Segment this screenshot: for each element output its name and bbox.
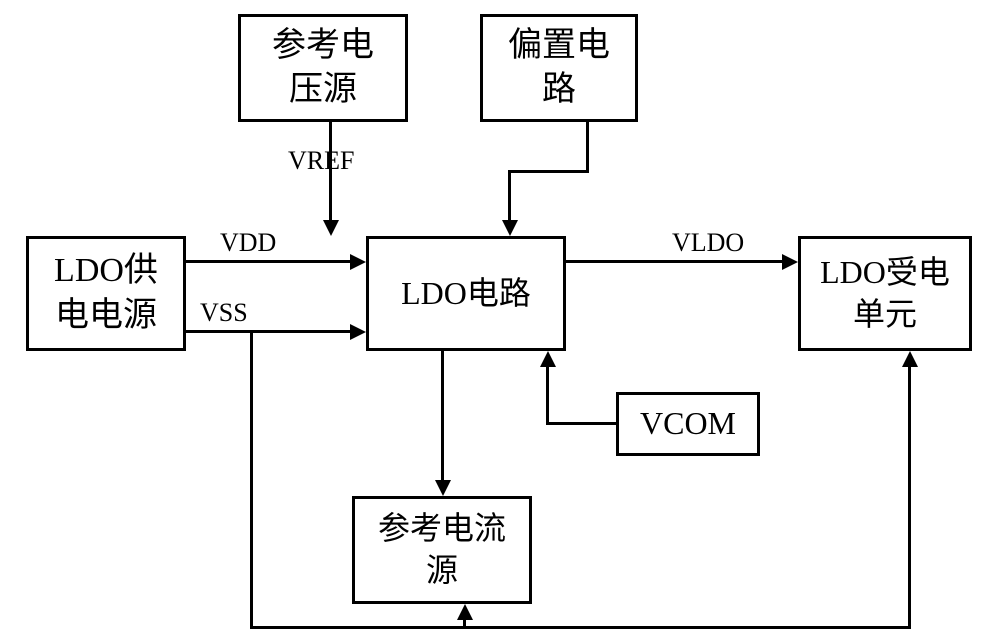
block-ref-current-label: 参考电流 源 xyxy=(378,508,506,591)
arrow-bias-h xyxy=(508,170,589,173)
arrow-bias-head xyxy=(502,220,518,236)
arrow-refcurrent-branch-head xyxy=(457,604,473,620)
label-vss: VSS xyxy=(200,298,248,328)
label-vdd: VDD xyxy=(220,228,276,258)
block-vcom: VCOM xyxy=(616,392,760,456)
arrow-vcom-head xyxy=(540,351,556,367)
block-ref-current: 参考电流 源 xyxy=(352,496,532,604)
block-vcom-label: VCOM xyxy=(640,403,736,445)
block-ldo-circuit: LDO电路 xyxy=(366,236,566,351)
arrow-bottom-h xyxy=(250,626,910,629)
arrow-vss-head xyxy=(350,324,366,340)
arrow-bias-v xyxy=(586,122,589,172)
arrow-vdd xyxy=(186,260,352,263)
arrow-receiver-head xyxy=(902,351,918,367)
block-bias-circuit-label: 偏置电 路 xyxy=(508,24,610,112)
arrow-vcom-v xyxy=(546,365,549,425)
arrow-receiver-v xyxy=(908,365,911,629)
arrow-ldo-to-refcurrent-head xyxy=(435,480,451,496)
arrow-vcom-h xyxy=(546,422,616,425)
arrow-vdd-head xyxy=(350,254,366,270)
block-ldo-receiver: LDO受电 单元 xyxy=(798,236,972,351)
block-bias-circuit: 偏置电 路 xyxy=(480,14,638,122)
block-ref-voltage: 参考电 压源 xyxy=(238,14,408,122)
arrow-vss xyxy=(186,330,352,333)
arrow-vref-head xyxy=(323,220,339,236)
block-ref-voltage-label: 参考电 压源 xyxy=(272,24,374,112)
arrow-vss-branch-v xyxy=(250,330,253,628)
arrow-ldo-to-refcurrent xyxy=(441,351,444,482)
block-ldo-receiver-label: LDO受电 单元 xyxy=(820,252,950,335)
label-vref: VREF xyxy=(288,146,354,176)
arrow-vldo xyxy=(566,260,784,263)
block-ldo-supply-label: LDO供 电电源 xyxy=(54,249,158,337)
label-vldo: VLDO xyxy=(672,228,744,258)
block-ldo-circuit-label: LDO电路 xyxy=(401,273,531,315)
arrow-bias-v2 xyxy=(508,170,511,222)
block-ldo-supply: LDO供 电电源 xyxy=(26,236,186,351)
arrow-vldo-head xyxy=(782,254,798,270)
